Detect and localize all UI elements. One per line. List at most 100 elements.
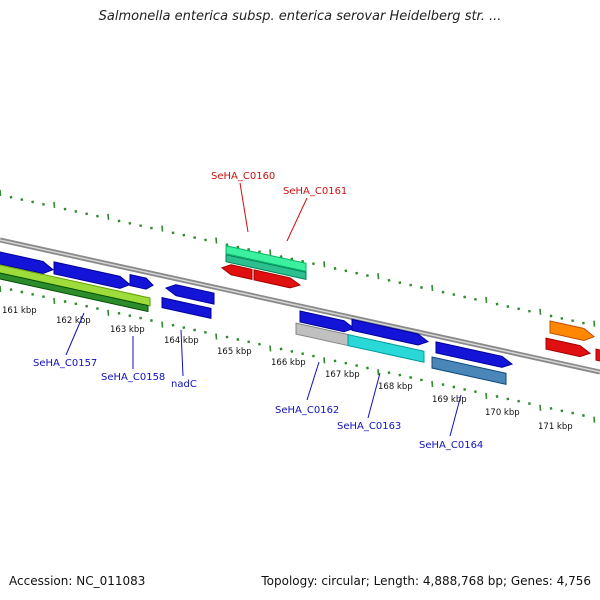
minor-tick [582,321,585,325]
minor-tick [182,233,186,237]
minor-tick [182,326,186,330]
gene-arrow [0,251,54,275]
minor-tick [366,274,369,278]
kbp-label: 166 kbp [271,358,306,368]
minor-tick [42,202,45,206]
major-tick [161,321,164,328]
minor-tick [355,364,359,368]
minor-tick [355,271,359,275]
kbp-label: 168 kbp [378,382,413,392]
major-tick [485,296,488,303]
gene-arrow [351,318,430,346]
gene-label-sehac0160: SeHA_C0160 [211,171,275,182]
minor-tick [398,373,402,377]
gene-bar [431,356,507,385]
backbone [0,237,600,375]
minor-tick [420,378,423,382]
minor-tick [301,259,305,263]
gene-arrow [435,341,514,368]
kbp-label: 167 kbp [325,370,360,380]
minor-tick [139,224,143,228]
minor-tick [474,297,477,301]
gene-label-sehac0158: SeHA_C0158 [101,372,165,383]
minor-tick [420,286,423,289]
gene-labels: SeHA_C0157 SeHA_C0158 nadC SeHA_C0160 Se… [33,171,483,451]
kbp-label: 165 kbp [217,347,252,357]
minor-tick [387,278,391,282]
major-tick [539,308,542,315]
major-tick [107,213,110,220]
major-tick [53,297,56,304]
minor-tick [279,347,283,351]
minor-tick [333,359,337,363]
minor-tick [344,269,348,273]
minor-tick [236,338,240,341]
gene-label-nadc: nadC [171,379,197,390]
minor-tick [225,335,229,339]
gene-label-sehac0163: SeHA_C0163 [337,421,401,432]
minor-tick [506,397,510,401]
kbp-label: 161 kbp [2,306,37,316]
minor-tick [74,209,78,213]
minor-tick [117,219,121,223]
major-tick [0,189,2,197]
gene-arrow [129,273,154,290]
minor-tick [247,247,251,251]
minor-tick [463,387,467,391]
major-tick [53,201,56,208]
minor-tick [96,307,99,311]
minor-tick [387,371,391,375]
major-tick [593,320,596,327]
gene-bar [225,245,307,272]
minor-tick [42,295,45,299]
minor-tick [20,198,24,202]
gene-features [0,245,600,385]
minor-tick [171,231,175,235]
minor-tick [474,390,477,394]
minor-tick [441,383,445,387]
gene-arrow [549,320,595,342]
minor-tick [20,290,24,294]
minor-tick [204,238,207,242]
gene-arrow [545,337,592,358]
accession-text: Accession: NC_011083 [9,574,146,588]
kbp-label: 163 kbp [110,325,145,335]
minor-tick [517,307,521,311]
minor-tick [193,328,197,332]
minor-tick [128,314,132,318]
major-tick [269,249,272,256]
major-tick [593,416,596,423]
major-tick [485,392,488,399]
major-tick [323,261,326,268]
minor-tick [258,342,261,346]
major-tick [377,273,380,280]
gene-bar [225,254,307,280]
minor-tick [63,207,67,211]
major-tick [431,284,434,292]
minor-tick [258,250,261,254]
minor-tick [495,395,499,398]
minor-tick [495,302,499,306]
minor-tick [301,352,305,356]
gene-bar [0,264,151,307]
minor-tick [312,262,315,266]
minor-tick [96,214,99,218]
kbp-label: 171 kbp [538,422,573,432]
map-title: Salmonella enterica subsp. enterica sero… [98,9,502,24]
gene-label-sehac0162: SeHA_C0162 [275,405,339,416]
major-tick [0,285,2,293]
major-tick [161,225,164,232]
minor-tick [150,319,153,322]
gene-bar [0,272,149,313]
minor-tick [333,267,337,270]
minor-tick [549,314,553,318]
gene-bar [347,333,425,363]
gene-arrow [53,261,131,289]
inner-tick-ring [0,285,596,423]
label-leaders [65,182,462,437]
kbp-label: 162 kbp [56,316,91,326]
minor-tick [560,316,564,320]
minor-tick [31,200,35,204]
major-tick [377,369,380,376]
